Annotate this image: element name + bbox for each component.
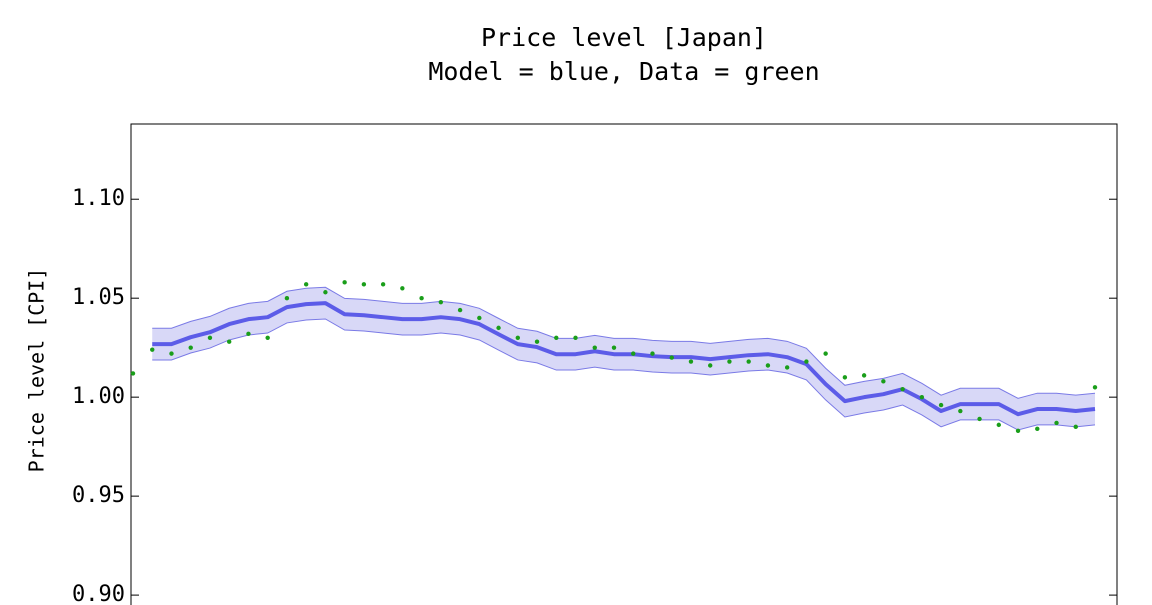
data-point bbox=[727, 359, 732, 364]
data-point bbox=[765, 363, 771, 368]
data-point bbox=[207, 335, 213, 340]
y-tick-label: 1.00 bbox=[72, 384, 125, 409]
data-point bbox=[227, 339, 232, 344]
band-edge bbox=[152, 286, 1096, 399]
data-point bbox=[323, 290, 328, 295]
plot-frame bbox=[130, 123, 1118, 605]
data-point bbox=[958, 408, 963, 414]
data-point bbox=[284, 295, 290, 301]
data-point bbox=[130, 371, 136, 376]
data-point bbox=[919, 394, 925, 400]
model-line bbox=[152, 301, 1096, 417]
data-point bbox=[1092, 385, 1098, 390]
data-point bbox=[611, 345, 617, 350]
data-point bbox=[977, 416, 982, 422]
data-point bbox=[496, 325, 501, 331]
data-point bbox=[631, 351, 636, 356]
data-point bbox=[477, 315, 482, 321]
data-point bbox=[996, 422, 1001, 428]
data-point bbox=[1035, 426, 1040, 432]
uncertainty-band bbox=[152, 287, 1096, 431]
data-point bbox=[1015, 428, 1021, 434]
data-point bbox=[823, 351, 828, 356]
band-edge bbox=[152, 318, 1096, 431]
data-point bbox=[842, 375, 848, 380]
data-point bbox=[881, 379, 886, 384]
data-point bbox=[515, 335, 520, 340]
data-point bbox=[342, 280, 347, 285]
data-point bbox=[650, 351, 655, 356]
data-point bbox=[400, 286, 405, 291]
chart-subtitle: Model = blue, Data = green bbox=[428, 57, 819, 86]
data-point bbox=[554, 335, 559, 340]
data-point bbox=[1073, 424, 1078, 430]
y-tick-label: 1.05 bbox=[72, 285, 125, 310]
data-point bbox=[361, 282, 367, 287]
data-point bbox=[592, 345, 597, 350]
data-point bbox=[746, 359, 751, 364]
data-point bbox=[150, 347, 155, 352]
data-point bbox=[900, 387, 905, 392]
data-point bbox=[246, 331, 251, 337]
data-point bbox=[457, 307, 463, 313]
data-point bbox=[419, 295, 424, 301]
data-point bbox=[708, 363, 713, 368]
data-point bbox=[265, 335, 270, 340]
data-point bbox=[188, 345, 193, 350]
data-point bbox=[1054, 420, 1059, 426]
y-tick-label: 1.10 bbox=[72, 186, 125, 211]
chart-title: Price level [Japan] bbox=[481, 23, 767, 52]
data-point bbox=[438, 299, 444, 305]
y-tick-label: 0.95 bbox=[72, 483, 125, 508]
data-point bbox=[303, 282, 309, 287]
data-point bbox=[573, 335, 578, 340]
data-point bbox=[804, 359, 809, 364]
data-point bbox=[169, 351, 174, 356]
y-tick-label: 0.90 bbox=[72, 582, 125, 605]
y-axis-label: Price level [CPI] bbox=[25, 268, 49, 473]
data-point bbox=[380, 282, 386, 287]
data-point bbox=[669, 355, 674, 360]
data-point bbox=[938, 402, 944, 408]
data-point bbox=[534, 339, 540, 344]
data-point bbox=[688, 359, 694, 364]
data-point bbox=[784, 365, 790, 370]
data-point bbox=[861, 373, 867, 378]
